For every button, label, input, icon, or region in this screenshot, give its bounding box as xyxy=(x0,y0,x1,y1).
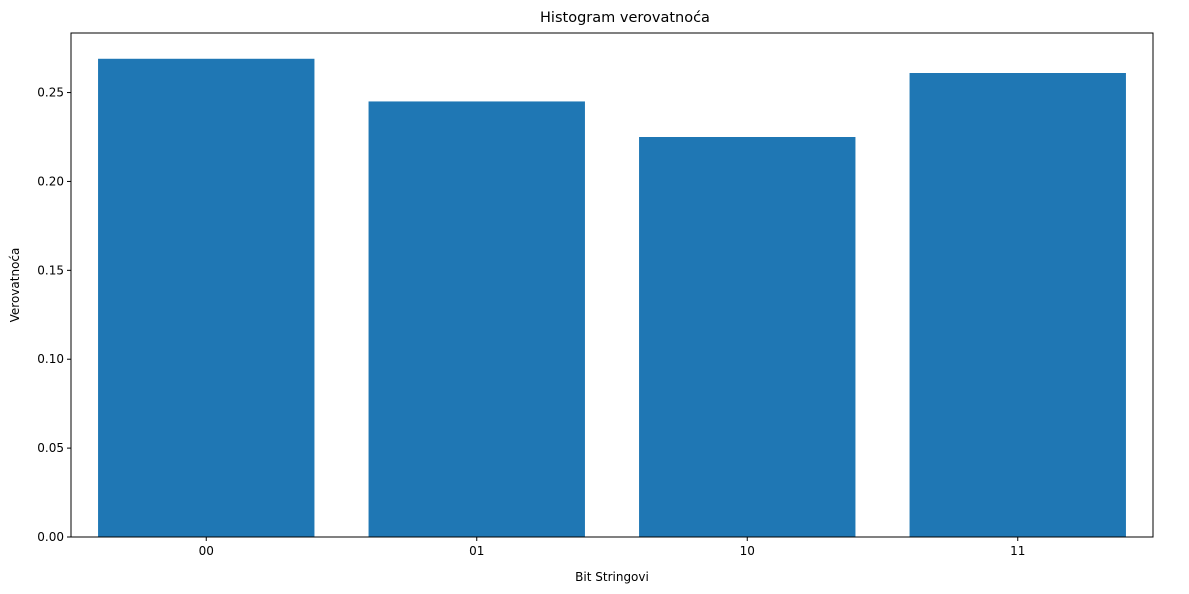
y-tick-label: 0.10 xyxy=(37,352,64,366)
bar-00 xyxy=(98,58,315,538)
bar-11 xyxy=(909,73,1126,537)
x-tick-label: 11 xyxy=(1010,544,1025,558)
x-tick-label: 10 xyxy=(740,544,755,558)
bar-01 xyxy=(368,101,585,537)
x-tick-label: 00 xyxy=(199,544,214,558)
chart-title: Histogram verovatnoća xyxy=(540,10,710,26)
y-tick-label: 0.05 xyxy=(37,441,64,455)
y-tick-label: 0.25 xyxy=(37,86,64,100)
x-axis-label: Bit Stringovi xyxy=(575,570,649,584)
x-axis: 00 01 10 11 xyxy=(199,537,1025,558)
bars-group xyxy=(98,58,1126,538)
y-axis: 0.00 0.05 0.10 0.15 0.20 0.25 xyxy=(37,86,71,544)
x-tick-label: 01 xyxy=(469,544,484,558)
y-axis-label: Verovatnoća xyxy=(8,248,22,323)
bar-10 xyxy=(639,137,856,537)
y-tick-label: 0.00 xyxy=(37,530,64,544)
plot-frame xyxy=(70,32,1154,538)
y-tick-label: 0.20 xyxy=(37,174,64,188)
y-tick-label: 0.15 xyxy=(37,263,64,277)
